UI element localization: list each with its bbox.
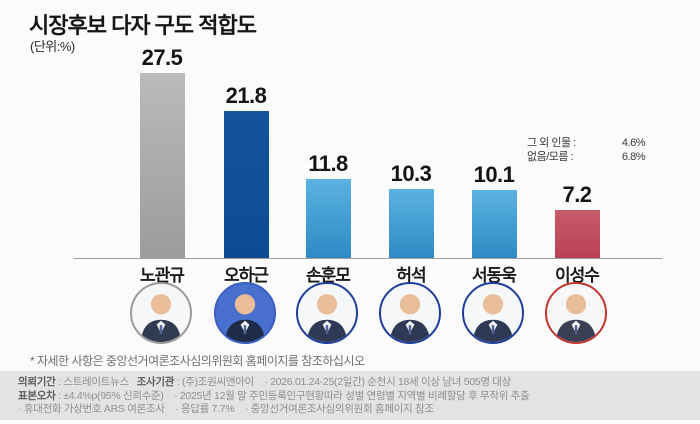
person-icon xyxy=(389,294,431,342)
bar xyxy=(554,210,600,258)
others-value: 4.6% xyxy=(621,137,646,149)
candidate-name: 오하근 xyxy=(224,266,269,285)
candidate-name: 노관규 xyxy=(140,266,185,285)
candidate-avatar xyxy=(130,282,192,344)
bar-column: 10.3 허석 xyxy=(369,0,453,424)
bar-column: 27.5 노관규 xyxy=(120,0,204,424)
footer-text: : (주)조원씨앤아이 · 2026.01.24-25(2일간) 순천시 18세… xyxy=(174,376,512,388)
candidate-name: 손훈모 xyxy=(306,266,351,285)
candidate-avatar xyxy=(296,282,358,344)
footer-label: 표본오차 xyxy=(18,389,56,402)
person-icon xyxy=(140,294,182,342)
candidate-name: 허석 xyxy=(396,266,426,285)
bar xyxy=(139,73,185,258)
others-row: 없음/모름 : 6.8% xyxy=(527,150,646,164)
footer-text: · 휴대전화 가상번호 ARS 여론조사 · 응답률 7.7% · 중앙선거여론… xyxy=(18,403,434,415)
bar-value: 11.8 xyxy=(308,151,348,176)
page-title: 시장후보 다자 구도 적합도 xyxy=(29,13,257,38)
candidate-avatar xyxy=(462,282,524,344)
footer-label: 조사기관 xyxy=(136,376,175,388)
others-note: 그 외 인물 : 4.6% 없음/모름 : 6.8% xyxy=(527,136,646,164)
bar xyxy=(223,111,269,258)
footnote: * 자세한 사항은 중앙선거여론조사심의위원회 홈페이지를 참조하십시오 xyxy=(30,354,365,368)
candidate-avatar xyxy=(545,282,607,344)
bar xyxy=(305,179,351,258)
candidate-avatar xyxy=(214,282,276,344)
person-icon xyxy=(472,294,514,342)
footer-label: 의뢰기간 xyxy=(18,376,56,388)
bar xyxy=(388,189,434,258)
bar-column: 7.2 이성수 xyxy=(535,0,619,424)
bar-value: 27.5 xyxy=(141,45,183,70)
bar-value: 7.2 xyxy=(562,182,592,207)
footer-text: : ±4.4%p(95% 신뢰수준) · 2025년 12월 말 주민등록인구현… xyxy=(55,389,530,402)
bar-column: 11.8 손훈모 xyxy=(286,0,370,424)
others-label: 없음/모름 : xyxy=(527,151,574,163)
bar-value: 21.8 xyxy=(225,83,267,108)
footer-line: 표본오차 : ±4.4%p(95% 신뢰수준) · 2025년 12월 말 주민… xyxy=(18,390,700,404)
footer-line: 의뢰기간 : 스트레이트뉴스 조사기관 : (주)조원씨앤아이 · 2026.0… xyxy=(18,376,700,390)
unit-label: (단위:%) xyxy=(30,39,75,54)
others-label: 그 외 인물 : xyxy=(527,137,576,149)
others-value: 6.8% xyxy=(621,151,646,163)
bar xyxy=(471,190,517,258)
bar-column: 10.1 서동욱 xyxy=(452,0,536,424)
bar-value: 10.1 xyxy=(473,162,515,187)
others-row: 그 외 인물 : 4.6% xyxy=(527,136,646,150)
candidate-name: 서동욱 xyxy=(472,266,517,285)
bar-column: 21.8 오하근 xyxy=(204,0,288,424)
person-icon xyxy=(555,294,597,342)
footer-text: : 스트레이트뉴스 xyxy=(55,376,137,388)
candidate-name: 이성수 xyxy=(555,266,600,285)
survey-footer: 의뢰기간 : 스트레이트뉴스 조사기관 : (주)조원씨앤아이 · 2026.0… xyxy=(0,371,700,420)
footer-line: · 휴대전화 가상번호 ARS 여론조사 · 응답률 7.7% · 중앙선거여론… xyxy=(18,403,700,417)
person-icon xyxy=(224,294,266,342)
chart-baseline xyxy=(74,258,662,259)
person-icon xyxy=(306,294,348,342)
bar-value: 10.3 xyxy=(390,161,432,186)
candidate-avatar xyxy=(379,282,441,344)
